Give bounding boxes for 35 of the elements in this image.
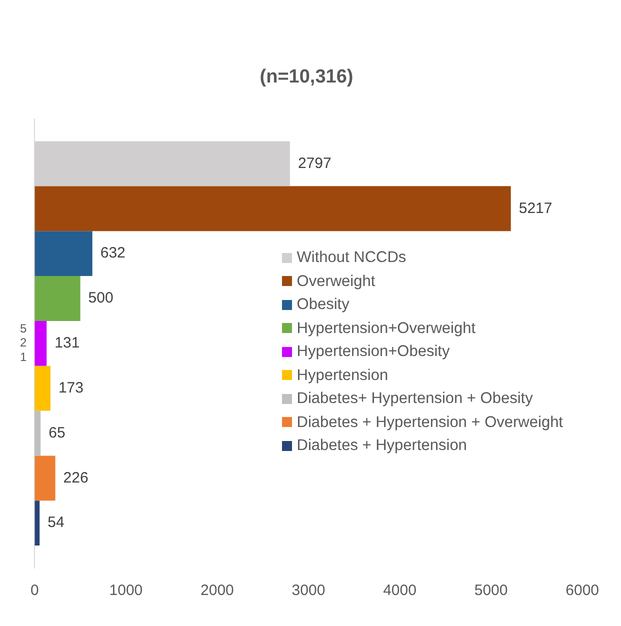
- legend-label: Hypertension+Obesity: [296, 342, 450, 362]
- data-label: 2797: [298, 154, 332, 172]
- data-label: 226: [63, 469, 88, 486]
- legend-label: Diabetes + Hypertension + Overweight: [296, 412, 563, 432]
- x-tick-label: 1000: [109, 582, 143, 600]
- data-label: 632: [100, 244, 126, 262]
- bar: [34, 410, 41, 456]
- y-tick-label: 521: [20, 321, 27, 364]
- legend-label: Diabetes+ Hypertension + Obesity: [296, 389, 533, 409]
- legend-label: Hypertension+Overweight: [296, 318, 476, 338]
- legend-label: Without NCCDs: [296, 248, 406, 268]
- x-tick-label: 6000: [566, 582, 600, 600]
- legend-label: Diabetes + Hypertension: [296, 436, 467, 456]
- bar: [34, 320, 47, 366]
- bar: [34, 456, 56, 501]
- legend-label: Hypertension: [296, 366, 388, 386]
- x-tick-label: 2000: [200, 582, 234, 600]
- x-tick-label: 3000: [292, 582, 326, 600]
- legend-label: Obesity: [296, 295, 350, 315]
- bar: [34, 366, 50, 411]
- data-label: 54: [48, 514, 64, 532]
- data-label: 500: [88, 290, 114, 307]
- data-label: 173: [58, 379, 84, 396]
- bar: [34, 500, 40, 546]
- x-tick-label: 0: [30, 582, 39, 600]
- chart-title: (n=10,316): [260, 66, 354, 88]
- bar: [34, 276, 80, 321]
- bar: [34, 186, 511, 232]
- data-label: 131: [54, 334, 80, 352]
- bar: [34, 231, 92, 276]
- data-label: 65: [48, 424, 66, 442]
- legend-label: Overweight: [296, 272, 376, 292]
- data-label: 5217: [518, 200, 552, 217]
- x-tick-label: 4000: [383, 582, 416, 600]
- x-tick-label: 5000: [474, 582, 508, 600]
